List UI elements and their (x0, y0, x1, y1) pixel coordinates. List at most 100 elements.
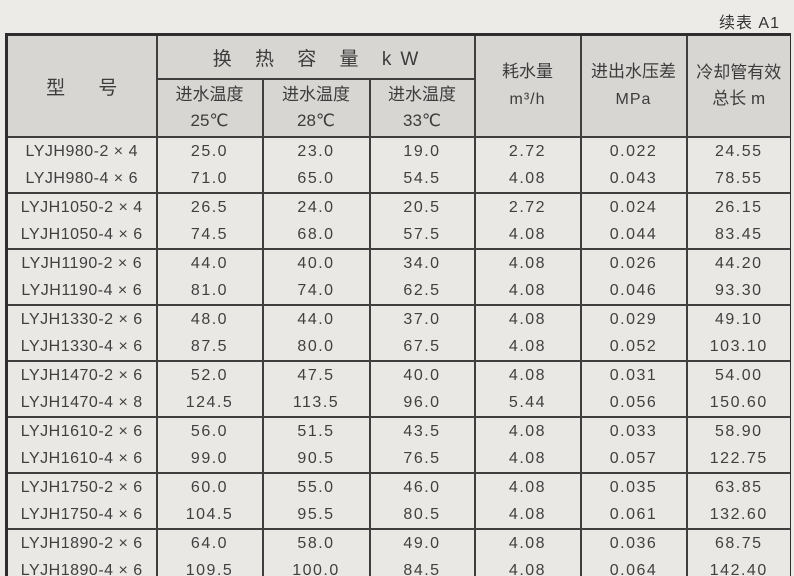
header-water-consumption: 耗水量 m³/h (473, 34, 582, 138)
value-cell: 150.60 (685, 389, 791, 417)
value-cell: 2.72 (473, 137, 582, 165)
value-cell: 60.0 (155, 473, 264, 501)
table-container: 型 号 换 热 容 量 kW 耗水量 m³/h 进出水压差 MPa 冷却管有效 … (5, 33, 791, 576)
value-cell: 67.5 (368, 333, 476, 361)
table-row: LYJH1610-2 × 6 56.0 51.5 43.5 4.08 0.033 58.90 (5, 417, 791, 445)
table-row: LYJH1330-2 × 6 48.0 44.0 37.0 4.08 0.029 49.10 (5, 305, 791, 333)
value-cell: 100.0 (261, 557, 371, 576)
value-cell: 58.0 (261, 529, 371, 557)
table-row: LYJH1890-2 × 6 64.0 58.0 49.0 4.08 0.036 68.75 (5, 529, 791, 557)
value-cell: 20.5 (368, 193, 476, 221)
model-cell: LYJH1190-2 × 6 (5, 249, 158, 277)
value-cell: 23.0 (261, 137, 371, 165)
table-continuation-caption: 续表 A1 (718, 15, 780, 32)
header-cooling-pipe-length-unit: 总长 m (712, 89, 766, 108)
header-pressure-difference-label: 进出水压差 (591, 62, 676, 82)
value-cell: 58.90 (685, 417, 791, 445)
value-cell: 0.046 (579, 277, 688, 305)
value-cell: 109.5 (155, 557, 264, 576)
header-inlet-temp-28-value: 28℃ (296, 111, 335, 130)
model-cell: LYJH1470-2 × 6 (5, 361, 158, 389)
value-cell: 26.15 (685, 193, 791, 221)
value-cell: 24.55 (685, 137, 791, 165)
table-row: LYJH1750-4 × 6 104.5 95.5 80.5 4.08 0.061 132.… (5, 501, 791, 529)
header-water-consumption-unit: m³/h (509, 90, 546, 108)
value-cell: 0.035 (579, 473, 688, 501)
header-model: 型 号 (5, 34, 158, 138)
value-cell: 49.0 (368, 529, 476, 557)
header-inlet-temp-25: 进水温度 25℃ (155, 79, 264, 138)
value-cell: 54.5 (368, 165, 476, 193)
model-group: LYJH1190-2 × 6 44.0 40.0 34.0 4.08 0.026 44.20… (5, 249, 791, 305)
value-cell: 0.022 (579, 137, 688, 165)
value-cell: 4.08 (473, 501, 582, 529)
value-cell: 4.08 (473, 417, 582, 445)
value-cell: 68.75 (685, 529, 791, 557)
header-pressure-difference: 进出水压差 MPa (579, 34, 688, 138)
value-cell: 34.0 (368, 249, 476, 277)
value-cell: 124.5 (155, 389, 264, 417)
value-cell: 4.08 (473, 277, 582, 305)
value-cell: 96.0 (368, 389, 476, 417)
value-cell: 142.40 (685, 557, 791, 576)
value-cell: 104.5 (155, 501, 264, 529)
table-row: LYJH980-4 × 6 71.0 65.0 54.5 4.08 0.043 78.55 (5, 165, 791, 193)
model-cell: LYJH980-2 × 4 (5, 137, 158, 165)
model-group: LYJH1470-2 × 6 52.0 47.5 40.0 4.08 0.031 54.00… (5, 361, 791, 417)
header-inlet-temp-33-label: 进水温度 (388, 84, 456, 104)
value-cell: 40.0 (261, 249, 371, 277)
model-cell: LYJH1610-4 × 6 (5, 445, 158, 473)
value-cell: 0.057 (579, 445, 688, 473)
header-row-2: 进水温度 25℃ 进水温度 28℃ 进水温度 33℃ (7, 79, 792, 138)
value-cell: 24.0 (261, 193, 371, 221)
value-cell: 55.0 (261, 473, 371, 501)
header-inlet-temp-28-label: 进水温度 (282, 84, 350, 104)
value-cell: 4.08 (473, 305, 582, 333)
value-cell: 83.45 (685, 221, 791, 249)
value-cell: 74.5 (155, 221, 264, 249)
value-cell: 5.44 (473, 389, 582, 417)
table-row: LYJH1330-4 × 6 87.5 80.0 67.5 4.08 0.052 103.1… (5, 333, 791, 361)
model-cell: LYJH1610-2 × 6 (5, 417, 158, 445)
value-cell: 40.0 (368, 361, 476, 389)
model-group: LYJH1330-2 × 6 48.0 44.0 37.0 4.08 0.029 49.10… (5, 305, 791, 361)
value-cell: 0.029 (579, 305, 688, 333)
header-inlet-temp-25-value: 25℃ (190, 111, 229, 130)
model-cell: LYJH1470-4 × 8 (5, 389, 158, 417)
value-cell: 95.5 (261, 501, 371, 529)
value-cell: 52.0 (155, 361, 264, 389)
value-cell: 132.60 (685, 501, 791, 529)
value-cell: 44.20 (685, 249, 791, 277)
value-cell: 0.061 (579, 501, 688, 529)
model-group: LYJH1750-2 × 6 60.0 55.0 46.0 4.08 0.035 63.85… (5, 473, 791, 529)
value-cell: 4.08 (473, 333, 582, 361)
value-cell: 0.031 (579, 361, 688, 389)
header-inlet-temp-28: 进水温度 28℃ (261, 79, 371, 138)
value-cell: 71.0 (155, 165, 264, 193)
value-cell: 0.043 (579, 165, 688, 193)
value-cell: 113.5 (261, 389, 371, 417)
table-row: LYJH1610-4 × 6 99.0 90.5 76.5 4.08 0.057 122.7… (5, 445, 791, 473)
model-cell: LYJH1750-4 × 6 (5, 501, 158, 529)
value-cell: 47.5 (261, 361, 371, 389)
value-cell: 65.0 (261, 165, 371, 193)
value-cell: 80.0 (261, 333, 371, 361)
value-cell: 4.08 (473, 473, 582, 501)
table-row: LYJH1470-2 × 6 52.0 47.5 40.0 4.08 0.031 54.00 (5, 361, 791, 389)
value-cell: 68.0 (261, 221, 371, 249)
value-cell: 78.55 (685, 165, 791, 193)
table-row: LYJH1190-4 × 6 81.0 74.0 62.5 4.08 0.046 93.30 (5, 277, 791, 305)
model-cell: LYJH980-4 × 6 (5, 165, 158, 193)
value-cell: 37.0 (368, 305, 476, 333)
value-cell: 46.0 (368, 473, 476, 501)
model-cell: LYJH1750-2 × 6 (5, 473, 158, 501)
value-cell: 0.064 (579, 557, 688, 576)
value-cell: 19.0 (368, 137, 476, 165)
value-cell: 43.5 (368, 417, 476, 445)
table-header: 型 号 换 热 容 量 kW 耗水量 m³/h 进出水压差 MPa 冷却管有效 … (5, 34, 792, 138)
table-row: LYJH1190-2 × 6 44.0 40.0 34.0 4.08 0.026 44.20 (5, 249, 791, 277)
value-cell: 90.5 (261, 445, 371, 473)
header-capacity-group: 换 热 容 量 kW (155, 34, 476, 80)
value-cell: 49.10 (685, 305, 791, 333)
